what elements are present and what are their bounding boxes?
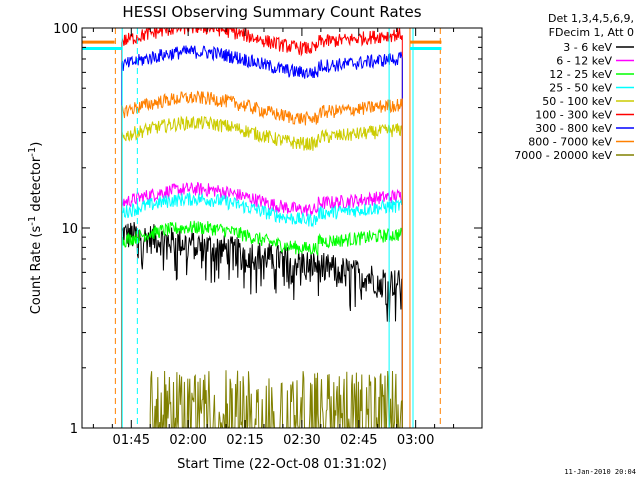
x-tick-label-4: 02:45 bbox=[340, 433, 377, 448]
series-line-6-12-kev bbox=[121, 182, 403, 428]
legend-label-5: 100 - 300 keV bbox=[535, 109, 612, 122]
series-line-3-6-kev bbox=[121, 221, 403, 428]
marker-layer bbox=[82, 28, 442, 428]
y-axis-label: Count Rate (s-1 detector-1) bbox=[27, 142, 44, 315]
legend-label-6: 300 - 800 keV bbox=[535, 122, 612, 135]
legend-label-4: 50 - 100 keV bbox=[542, 95, 612, 108]
series-line-800-7000-kev bbox=[121, 90, 403, 428]
legend-label-3: 25 - 50 keV bbox=[549, 82, 612, 95]
series-line-100-300-kev bbox=[121, 28, 403, 428]
series-line-300-800-kev bbox=[121, 45, 403, 428]
x-tick-label-3: 02:30 bbox=[283, 433, 320, 448]
legend-label-2: 12 - 25 keV bbox=[549, 68, 612, 81]
y-tick-label-2: 100 bbox=[53, 22, 78, 37]
series-line-25-50-kev bbox=[121, 192, 403, 428]
y-axis-label-end: ) bbox=[29, 142, 44, 147]
legend-label-0: 3 - 6 keV bbox=[563, 41, 612, 54]
x-axis-label: Start Time (22-Oct-08 01:31:02) bbox=[177, 457, 387, 472]
legend-label-7: 800 - 7000 keV bbox=[528, 136, 612, 149]
y-axis-label-sup2: -1 bbox=[27, 147, 38, 157]
x-tick-label-1: 02:00 bbox=[169, 433, 206, 448]
y-axis-label-sup1: -1 bbox=[27, 216, 38, 226]
y-tick-label-1: 10 bbox=[61, 222, 78, 237]
series-line-12-25-kev bbox=[121, 220, 403, 428]
series-layer bbox=[121, 28, 403, 428]
legend-title-line-1: Det 1,3,4,5,6,9, bbox=[548, 12, 634, 25]
legend-title-line-2: FDecim 1, Att 0 bbox=[549, 26, 634, 39]
y-tick-label-0: 1 bbox=[70, 422, 78, 437]
legend-label-1: 6 - 12 keV bbox=[556, 55, 612, 68]
series-line-7000-20000-kev bbox=[149, 370, 403, 428]
generated-timestamp: 11-Jan-2010 20:04 bbox=[564, 468, 636, 476]
y-axis-label-part2: detector bbox=[29, 156, 44, 216]
y-axis-label-part1: Count Rate (s bbox=[29, 226, 44, 315]
series-line-50-100-kev bbox=[121, 115, 403, 428]
plot-frame bbox=[81, 27, 483, 429]
x-tick-label-5: 03:00 bbox=[397, 433, 434, 448]
axis-layer: 1 10 100 01:45 02:00 02:15 02:30 02:45 03:00 bbox=[53, 22, 482, 448]
x-tick-label-2: 02:15 bbox=[226, 433, 263, 448]
chart-title: HESSI Observing Summary Count Rates bbox=[122, 3, 421, 21]
x-tick-label-0: 01:45 bbox=[113, 433, 150, 448]
legend-label-8: 7000 - 20000 keV bbox=[514, 149, 612, 162]
legend: Det 1,3,4,5,6,9, FDecim 1, Att 0 3 - 6 k… bbox=[514, 12, 634, 162]
